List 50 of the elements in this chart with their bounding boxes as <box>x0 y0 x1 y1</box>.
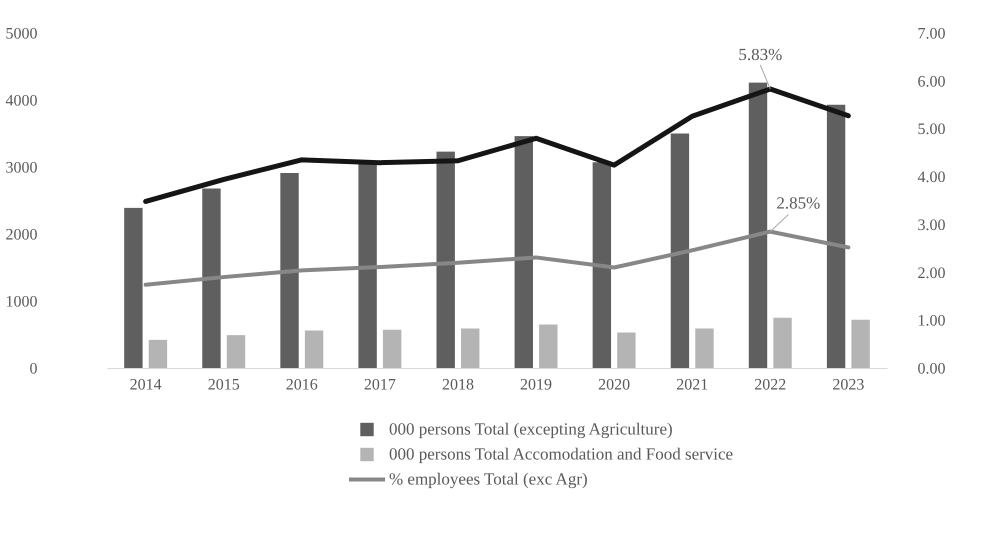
legend-label: 000 persons Total Accomodation and Food service <box>389 444 734 464</box>
x-tick-label: 2023 <box>832 376 864 394</box>
y-tick-label: 1000 <box>6 294 38 310</box>
bar <box>304 330 324 368</box>
bar <box>226 335 246 368</box>
x-tick-label: 2014 <box>130 376 162 394</box>
annotation: 5.83% <box>738 44 782 64</box>
x-tick-label: 2021 <box>676 376 708 394</box>
y2-tick-label: 6.00 <box>918 73 946 90</box>
y-tick-label: 2000 <box>6 226 38 244</box>
x-tick-label: 2017 <box>364 376 396 394</box>
y2-tick-label: 0.00 <box>918 360 946 378</box>
y2-tick-label: 4.00 <box>918 169 946 186</box>
y2-tick-label: 5.00 <box>918 121 946 138</box>
x-tick-label: 2019 <box>520 376 552 394</box>
annotation: 2.85% <box>776 194 820 213</box>
bar <box>514 136 533 368</box>
x-tick-label: 2015 <box>208 376 240 394</box>
bar <box>748 82 768 368</box>
line-series <box>144 230 850 287</box>
bar <box>826 104 846 368</box>
bar <box>436 152 455 368</box>
bar <box>592 162 612 368</box>
y2-tick-label: 3.00 <box>918 216 946 234</box>
bar <box>617 332 636 368</box>
bar <box>695 328 714 368</box>
bar <box>202 188 221 368</box>
bar <box>382 330 402 368</box>
bar <box>670 134 690 368</box>
y-tick-label: 3000 <box>6 160 38 176</box>
y-tick-label: 4000 <box>6 92 38 110</box>
bar <box>280 173 299 368</box>
legend-label: % employees Total (exc Agr) <box>389 470 588 488</box>
x-tick-label: 2022 <box>754 376 786 394</box>
bar <box>539 324 558 368</box>
y2-tick-label: 2.00 <box>918 264 946 282</box>
y-tick-label: 0 <box>30 360 38 378</box>
x-tick-label: 2018 <box>442 376 474 394</box>
y2-tick-label: 7.00 <box>918 26 946 42</box>
bar <box>773 318 792 368</box>
legend-label: 000 persons Total (excepting Agriculture) <box>389 420 673 438</box>
bar <box>851 320 870 368</box>
bar <box>358 162 377 368</box>
x-tick-label: 2020 <box>598 376 630 394</box>
bar <box>148 340 168 368</box>
bar <box>124 208 143 368</box>
x-tick-label: 2016 <box>286 376 318 394</box>
bar <box>461 328 480 368</box>
y2-tick-label: 1.00 <box>918 312 946 330</box>
y-tick-label: 5000 <box>6 26 38 42</box>
